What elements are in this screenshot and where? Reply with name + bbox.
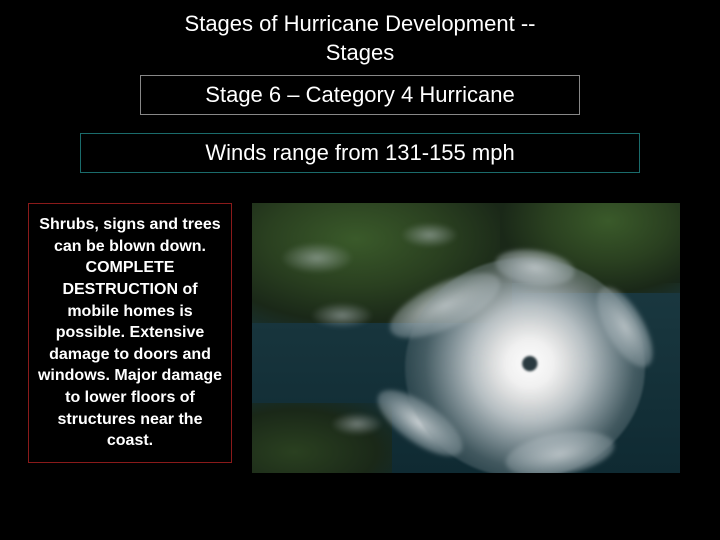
hurricane-satellite-image [252, 203, 680, 473]
stage-label-text: Stage 6 – Category 4 Hurricane [205, 82, 514, 107]
title-line-1: Stages of Hurricane Development -- [0, 10, 720, 39]
hurricane-vortex [405, 258, 645, 473]
slide-title: Stages of Hurricane Development -- Stage… [0, 0, 720, 67]
winds-label-text: Winds range from 131-155 mph [205, 140, 514, 165]
stage-label-box: Stage 6 – Category 4 Hurricane [140, 75, 580, 115]
hurricane-core [405, 258, 645, 473]
description-box: Shrubs, signs and trees can be blown dow… [28, 203, 232, 463]
cloud-scatter [282, 243, 352, 273]
landmass-southwest [252, 403, 392, 473]
title-line-2: Stages [0, 39, 720, 68]
winds-label-box: Winds range from 131-155 mph [80, 133, 640, 173]
content-row: Shrubs, signs and trees can be blown dow… [0, 203, 720, 473]
description-text: Shrubs, signs and trees can be blown dow… [38, 216, 222, 449]
